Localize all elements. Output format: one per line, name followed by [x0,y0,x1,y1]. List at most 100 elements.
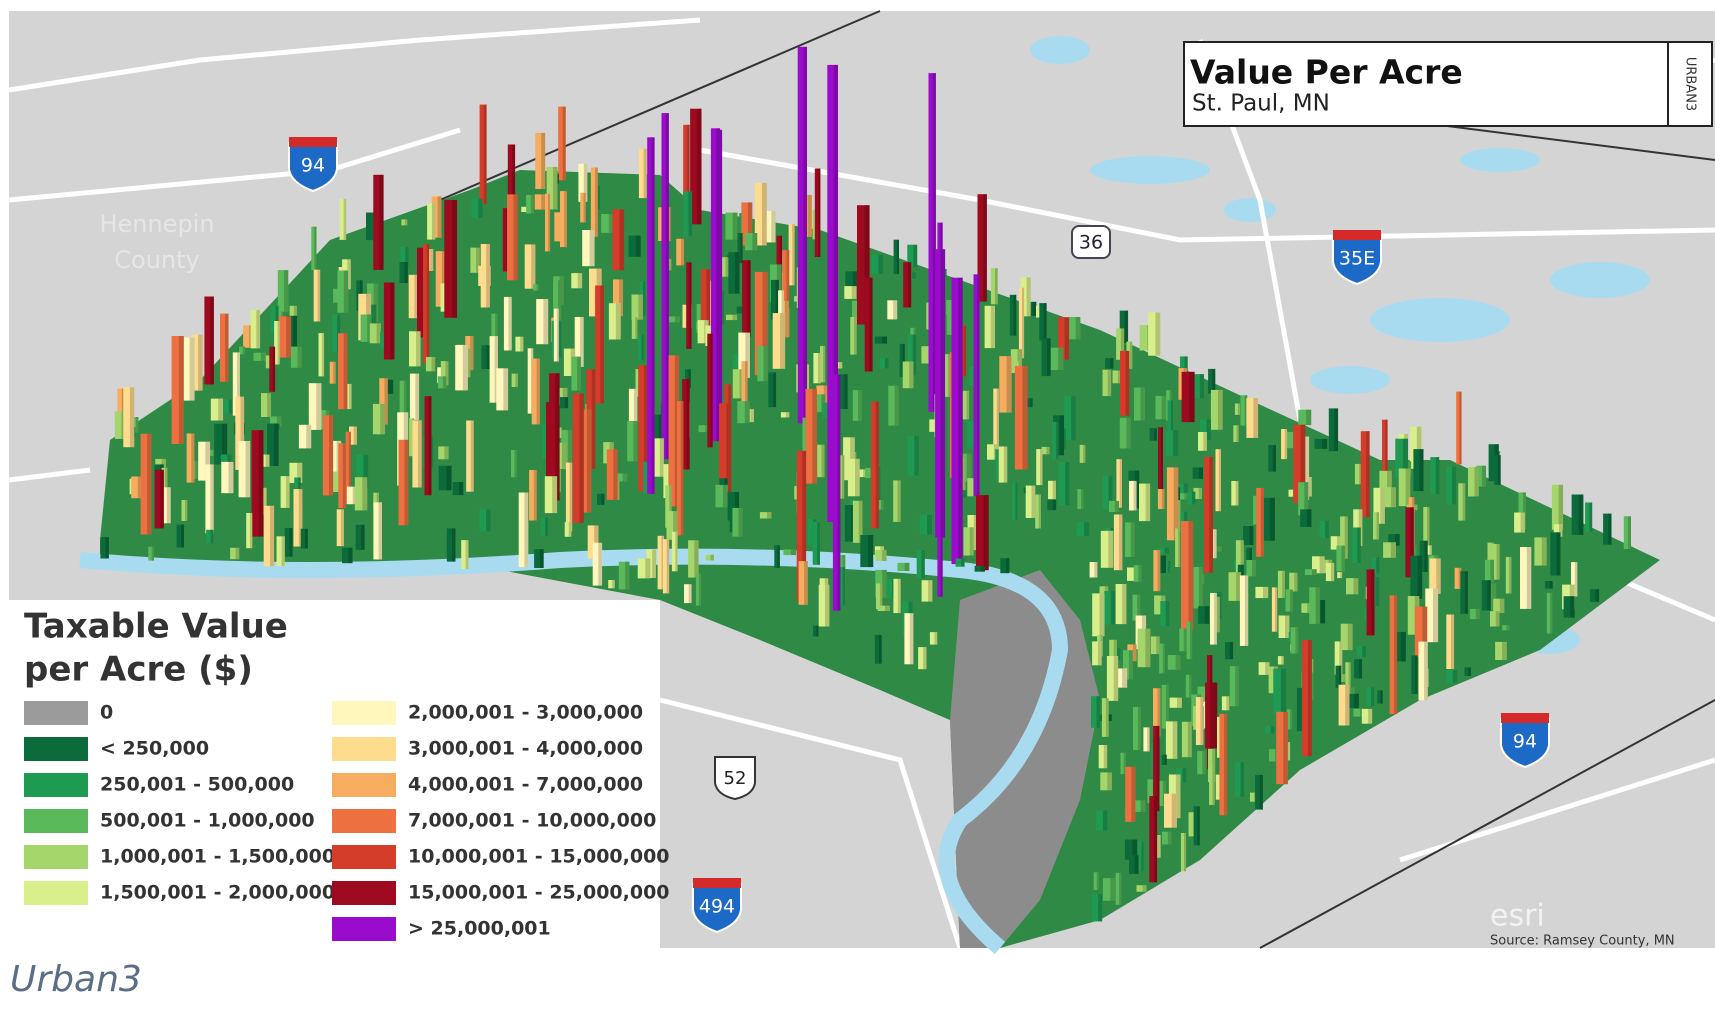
building [1133,800,1146,812]
building [1129,855,1139,874]
building-shade [735,252,740,294]
building-shade [752,233,758,251]
legend-label: 3,000,001 - 4,000,000 [408,738,643,760]
building [715,484,728,508]
building [582,230,595,267]
building-shade [645,558,651,579]
building-shade [269,505,275,567]
building [871,401,879,529]
building [1050,347,1064,370]
building [1278,615,1290,638]
building-shade [720,290,724,325]
building [1158,427,1163,501]
building [1405,507,1414,578]
building-shade [1110,878,1116,901]
building-shade [1206,419,1211,440]
building [696,304,704,333]
building-shade [851,286,857,299]
building [1233,425,1239,442]
building [480,244,490,308]
building [1143,727,1150,752]
building-shade [1549,581,1553,589]
building [601,214,614,233]
building [612,209,625,271]
building-shade [1188,521,1194,631]
building [1176,768,1187,783]
building-shade [1184,833,1187,872]
building-shade [850,437,855,481]
building [349,426,357,445]
legend-swatch [332,917,396,941]
building [1153,550,1161,592]
building-shade [1359,463,1362,485]
building [876,583,883,610]
building [1383,542,1396,558]
building-shade [205,441,211,481]
building-shade [1164,547,1169,554]
building [783,549,797,556]
building [148,546,154,561]
building [1164,793,1177,828]
building [1153,688,1161,737]
building [995,449,1001,480]
building [1154,555,1166,574]
building-shade [536,284,540,291]
building-shade [1213,529,1217,559]
building [1301,640,1312,757]
building [342,547,353,564]
shield-label: 94 [1513,731,1537,753]
building [1221,696,1230,711]
building-shade [459,482,464,496]
building [479,104,487,205]
building [338,443,346,508]
building-shade [1212,765,1215,805]
building-shade [745,332,751,378]
building [563,348,576,376]
building-shade [265,454,270,467]
building [140,433,152,535]
building-shade [652,549,656,578]
building [360,314,372,342]
building [452,482,464,496]
building [686,262,692,349]
legend-label: 7,000,001 - 10,000,000 [408,810,656,832]
building [373,502,382,560]
building-shade [612,580,615,589]
building-shade [1138,565,1142,582]
building [1258,662,1270,675]
building-shade [1105,698,1109,737]
building-shade [1183,628,1187,652]
building [440,361,449,386]
building-shade [710,333,713,448]
building [531,358,540,425]
legend-swatch [24,845,88,869]
legend-swatch [24,701,88,725]
building-shade [1285,615,1290,638]
building [1138,841,1144,871]
building [1188,812,1197,837]
building-shade [1058,347,1064,370]
river [79,548,1069,955]
building [379,378,388,425]
building-shade [1308,477,1312,497]
building-shade [747,260,751,337]
building-shade [928,580,933,602]
building [754,182,767,246]
legend-swatch [332,701,396,725]
building [1345,662,1351,695]
building-shade [281,536,285,566]
building [1476,465,1487,487]
building-shade [618,279,623,317]
building [683,124,690,203]
building-shade [941,249,946,538]
building [270,306,279,333]
building [221,461,234,494]
building-shade [486,509,491,532]
building [1484,559,1494,583]
building-shade [681,238,685,266]
building-shade [1424,540,1428,572]
building-shade [297,346,302,368]
building-shade [1107,772,1112,791]
building-shade [1182,768,1187,783]
